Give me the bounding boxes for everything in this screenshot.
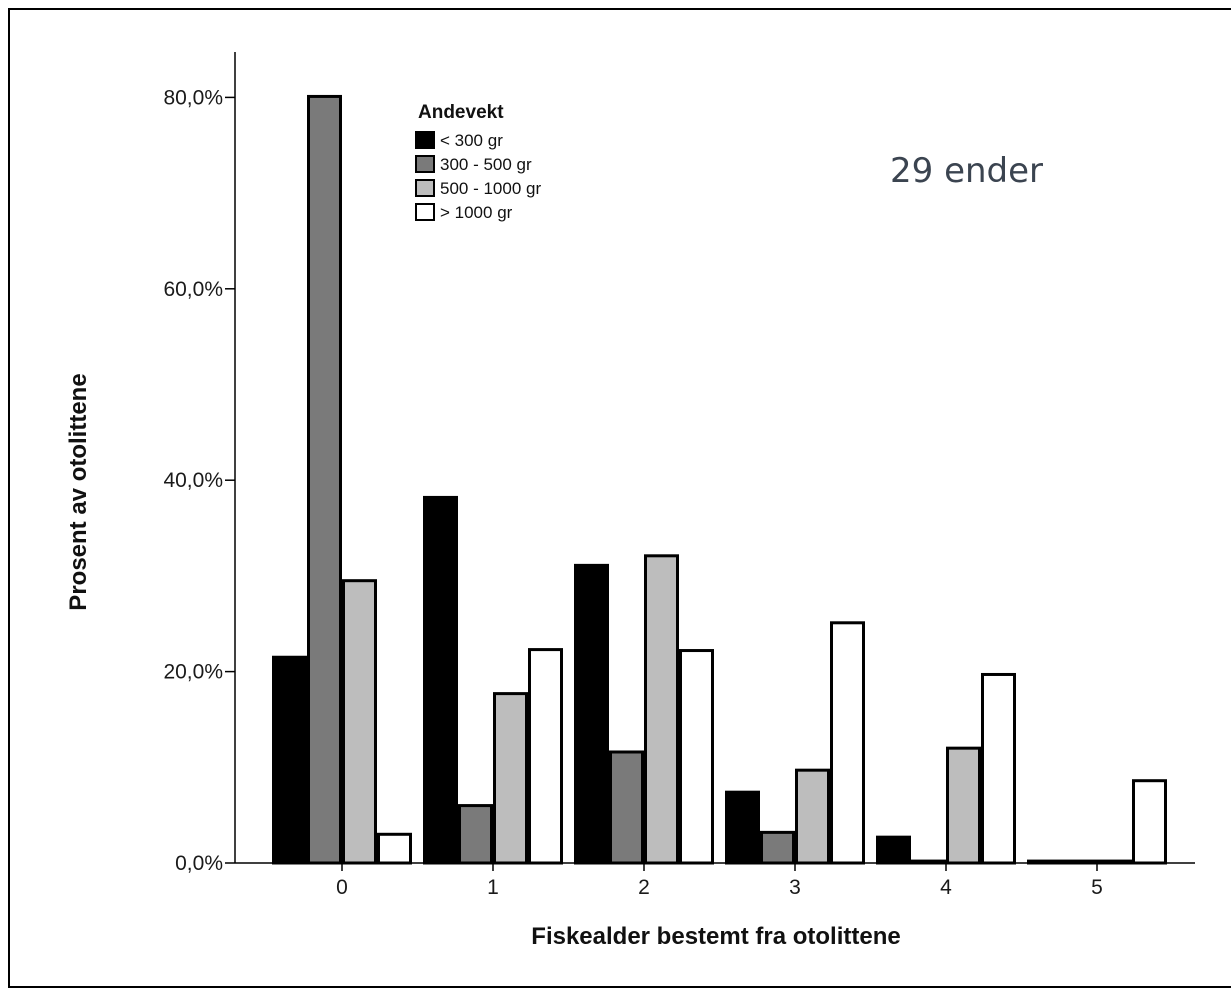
bar-3-series-1 — [762, 832, 794, 863]
legend-swatch-0 — [416, 132, 434, 148]
x-axis-title: Fiskealder bestemt fra otolittene — [531, 923, 900, 950]
bar-5-series-2 — [1099, 861, 1131, 863]
bar-1-series-3 — [530, 650, 562, 863]
bar-2-series-0 — [576, 565, 608, 863]
x-tick-label: 2 — [638, 876, 650, 899]
y-tick-label: 0,0% — [175, 852, 223, 875]
bar-4-series-2 — [948, 748, 980, 863]
bar-chart: 0,0% 20,0% 40,0% 60,0% 80,0% 0 1 2 3 4 5 Andevekt <… — [10, 10, 1231, 986]
bar-0-series-0 — [274, 657, 306, 863]
bar-1-series-1 — [460, 806, 492, 863]
y-tick-label: 60,0% — [163, 278, 223, 301]
bar-4-series-0 — [878, 837, 910, 863]
bar-0-series-2 — [344, 581, 376, 863]
bar-2-series-2 — [646, 556, 678, 863]
legend-title: Andevekt — [418, 102, 504, 123]
bar-5-series-0 — [1029, 861, 1061, 863]
y-tick-label: 20,0% — [163, 661, 223, 684]
legend-label-1: 300 - 500 gr — [440, 155, 532, 174]
bar-1-series-2 — [495, 694, 527, 863]
y-tick-label: 40,0% — [163, 469, 223, 492]
bar-3-series-3 — [832, 623, 864, 863]
bar-0-series-1 — [309, 96, 341, 863]
x-tick-label: 1 — [487, 876, 499, 899]
legend-swatch-1 — [416, 156, 434, 172]
legend-label-0: < 300 gr — [440, 131, 503, 150]
bar-1-series-0 — [425, 497, 457, 863]
bar-2-series-1 — [611, 752, 643, 863]
y-tick-label: 80,0% — [163, 86, 223, 109]
legend: Andevekt < 300 gr 300 - 500 gr 500 - 1000 g… — [416, 102, 541, 222]
y-axis-title: Prosent av otolittene — [65, 373, 92, 610]
annotation-text: 29 ender — [890, 151, 1043, 191]
legend-label-3: > 1000 gr — [440, 203, 513, 222]
bar-4-series-3 — [983, 674, 1015, 863]
legend-label-2: 500 - 1000 gr — [440, 179, 541, 198]
legend-swatch-2 — [416, 180, 434, 196]
bar-5-series-3 — [1134, 781, 1166, 863]
x-tick-label: 3 — [789, 876, 801, 899]
x-tick-label: 4 — [940, 876, 952, 899]
bar-4-series-1 — [913, 861, 945, 863]
bar-3-series-2 — [797, 770, 829, 863]
x-tick-label: 0 — [336, 876, 348, 899]
chart-frame: 0,0% 20,0% 40,0% 60,0% 80,0% 0 1 2 3 4 5 Andevekt <… — [8, 8, 1231, 988]
bar-3-series-0 — [727, 792, 759, 863]
bar-2-series-3 — [681, 651, 713, 863]
bars — [274, 96, 1166, 863]
bar-0-series-3 — [379, 834, 411, 863]
x-tick-label: 5 — [1091, 876, 1103, 899]
bar-5-series-1 — [1064, 861, 1096, 863]
legend-swatch-3 — [416, 204, 434, 220]
